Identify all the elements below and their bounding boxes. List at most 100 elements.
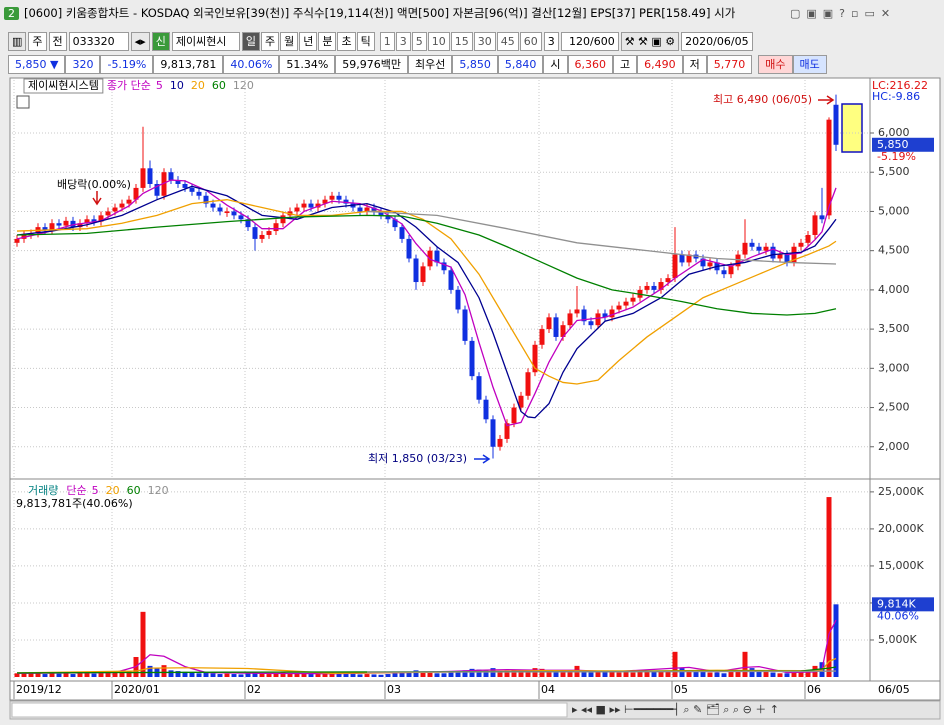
candle-body (322, 199, 328, 204)
period-button[interactable]: 틱 (356, 31, 375, 51)
volume-bar (707, 672, 713, 677)
search-button[interactable]: ◂▸ (130, 31, 150, 51)
candle-body (735, 254, 741, 267)
period-button[interactable]: 초 (337, 31, 356, 51)
volume-bar (546, 670, 552, 677)
volume-bar (378, 674, 384, 677)
volume-bar (441, 673, 447, 677)
annotation-arrow (818, 95, 835, 105)
volume-bar (434, 673, 440, 677)
layout-button[interactable]: ▥ (8, 31, 27, 51)
interval-button[interactable]: 30 (473, 31, 496, 51)
interval-button[interactable]: 1 (379, 31, 395, 51)
buy-button[interactable]: 매수 (758, 54, 793, 74)
candle-body (245, 219, 251, 228)
interval-button[interactable]: 3 (395, 31, 411, 51)
date-input[interactable]: 2020/06/05 (681, 31, 753, 51)
tool-buttons[interactable]: ⚒ ⚒ ▣ ⚙ (620, 31, 680, 51)
candle-body (511, 407, 517, 424)
volume-bar (322, 673, 328, 677)
volume-bar (91, 673, 97, 677)
window-controls[interactable]: ▢▣▣?▫▭✕ (790, 6, 897, 20)
volume-bar (14, 673, 20, 677)
candle-body (756, 246, 762, 251)
current-ratio-label: 40.06% (877, 609, 919, 622)
annotation-arrow (92, 191, 102, 206)
legend-prefix: 종가 단순 (107, 79, 151, 92)
candle-body (84, 219, 90, 224)
code-input[interactable]: 033320 (68, 31, 129, 51)
volume-bar (217, 674, 223, 677)
current-volume-label: 9,814K (877, 597, 916, 610)
market-select[interactable]: 주 (28, 31, 47, 51)
legend-entry: 60 (212, 79, 226, 92)
legend-entry: 60 (127, 484, 141, 497)
volume-bar (602, 671, 608, 677)
volume-bar (700, 671, 706, 677)
interval-button[interactable]: 60 (519, 31, 542, 51)
candle-body (238, 215, 244, 220)
volume-bar (49, 673, 55, 677)
legend-entry: 5 (92, 484, 99, 497)
sell-button[interactable]: 매도 (792, 54, 827, 74)
y-tick-label: 2,500 (878, 401, 910, 414)
side-label: HC:-9.86 (872, 90, 920, 103)
candle-body (357, 207, 363, 212)
candle-body (448, 270, 454, 290)
y-tick-label: 5,000K (878, 633, 917, 646)
volume-bar (189, 672, 195, 677)
best-label: 최우선 (408, 54, 453, 74)
period-button[interactable]: 분 (318, 31, 337, 51)
candle-body (203, 195, 209, 204)
x-tick-label: 02 (247, 683, 261, 696)
prev-button[interactable]: 전 (48, 31, 67, 51)
y-tick-label: 5,500 (878, 165, 910, 178)
open-label: 시 (543, 54, 568, 74)
x-tick-label: 06 (807, 683, 821, 696)
interval-button[interactable]: 45 (496, 31, 519, 51)
period-button[interactable]: 년 (299, 31, 318, 51)
grid-icon[interactable] (16, 95, 30, 109)
multiplier[interactable]: 3 (543, 31, 559, 51)
y-tick-label: 25,000K (878, 485, 924, 498)
interval-button[interactable]: 10 (427, 31, 450, 51)
volume-bar (119, 671, 125, 677)
volume-bar (350, 674, 356, 677)
candle-body (770, 246, 776, 259)
count-input[interactable]: 120/600 (560, 31, 619, 51)
current-price-box (872, 137, 934, 152)
candle-body (280, 215, 286, 224)
interval-button[interactable]: 15 (450, 31, 473, 51)
volume-bar (413, 670, 419, 677)
interval-button[interactable]: 5 (411, 31, 427, 51)
legend-entry: 120 (148, 484, 169, 497)
candle-body (749, 242, 755, 247)
volume-bar (266, 674, 272, 677)
volume-bar (504, 670, 510, 677)
volume-bar (63, 672, 69, 677)
volume-bar (329, 672, 335, 677)
volume-bar (98, 671, 104, 677)
ma-line (366, 210, 837, 265)
candle-body (266, 231, 272, 235)
volume-bar (539, 668, 545, 677)
scroll-controls[interactable]: ▸ ◂◂ ■ ▸▸ ⊢━━━━━━┤ ⌕ ✎ 🗂 ⌕ ⌕ ⊖ ＋ ↑ (572, 702, 779, 716)
volume-bar (336, 673, 342, 677)
volume-bar (56, 673, 62, 677)
ma-line (16, 199, 837, 385)
scroll-track[interactable] (11, 702, 568, 718)
new-badge[interactable]: 신 (151, 31, 170, 51)
candle-body (826, 119, 832, 216)
volume-bar (399, 672, 405, 677)
range-box (841, 103, 863, 153)
volume-bar (770, 672, 776, 677)
period-button[interactable]: 일 (241, 31, 260, 51)
volume-bar (357, 674, 363, 677)
period-button[interactable]: 주 (260, 31, 280, 51)
y-tick-label: 2,000 (878, 440, 910, 453)
period-button[interactable]: 월 (280, 31, 299, 51)
volume-bar (147, 665, 153, 677)
x-tick-label: 2020/01 (114, 683, 160, 696)
candle-body (581, 309, 587, 322)
